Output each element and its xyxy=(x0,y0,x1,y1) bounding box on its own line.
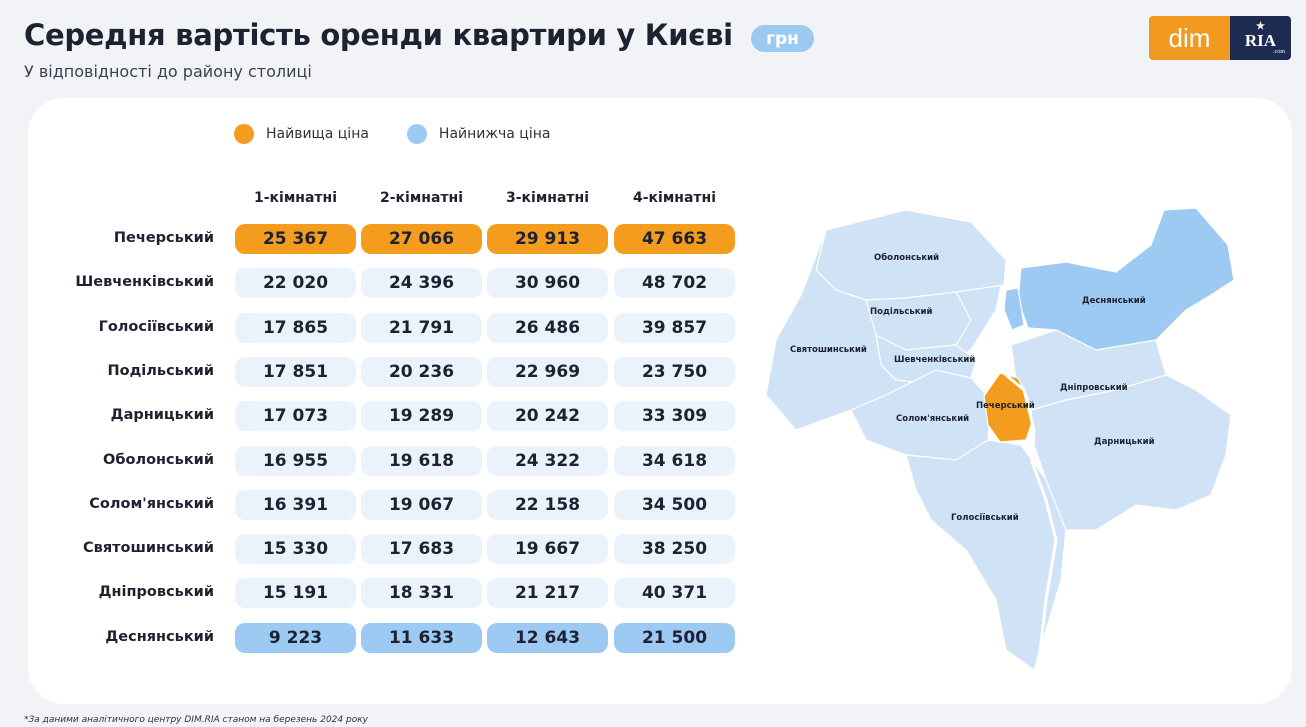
legend-label-low: Найнижча ціна xyxy=(438,126,551,142)
row-label-district: Дарницький xyxy=(110,407,214,424)
row-label-district: Солом'янський xyxy=(89,495,214,512)
map-label-obolonskyi: Оболонський xyxy=(874,252,939,263)
price-cell: 17 073 xyxy=(235,401,356,432)
price-cell: 21 791 xyxy=(361,312,482,343)
price-cell: 15 330 xyxy=(235,534,356,565)
map-label-dniprovskyi: Дніпровський xyxy=(1060,382,1128,393)
price-cell: 39 857 xyxy=(614,312,735,343)
price-cell: 21 500 xyxy=(614,622,735,653)
price-cell: 26 486 xyxy=(487,312,608,343)
legend-dot-high xyxy=(234,124,254,144)
row-label-district: Святошинський xyxy=(83,540,214,557)
price-cell: 19 667 xyxy=(487,534,608,565)
map-label-desnianskyi: Деснянський xyxy=(1082,296,1146,306)
row-label-district: Подільський xyxy=(107,362,215,379)
price-cell: 25 367 xyxy=(235,224,356,254)
footnote: *За даними аналітичного центру DIM.RIA с… xyxy=(24,715,368,725)
price-cell: 16 955 xyxy=(235,445,356,476)
price-cell: 34 500 xyxy=(614,489,735,520)
price-cell: 12 643 xyxy=(487,622,608,653)
row-label-district: Голосіївський xyxy=(98,318,214,335)
price-cell: 15 191 xyxy=(235,578,356,609)
price-cell: 20 236 xyxy=(361,356,482,387)
legend-item-high: Найвища ціна xyxy=(234,124,369,144)
price-cell: 33 309 xyxy=(614,401,735,432)
legend-dot-low xyxy=(406,124,427,144)
map-district-darnytskyi xyxy=(1030,374,1232,531)
page-subtitle: У відповідності до району столиці xyxy=(24,62,312,81)
logo-ria-text: RIA xyxy=(1244,30,1277,50)
row-label-district: Деснянський xyxy=(105,628,214,645)
map-river-dnipro xyxy=(994,284,1058,671)
column-header: 4-кімнатні xyxy=(632,190,716,206)
legend: Найвища ціна Найнижча ціна xyxy=(234,124,588,144)
logo-dim: dim xyxy=(1149,16,1230,60)
legend-label-high: Найвища ціна xyxy=(266,126,369,142)
row-label-district: Дніпровський xyxy=(98,584,214,601)
price-cell: 20 242 xyxy=(487,401,608,432)
star-icon: ★ xyxy=(1256,20,1265,32)
price-cell: 22 969 xyxy=(487,356,608,387)
price-cell: 17 865 xyxy=(235,312,356,343)
price-cell: 18 331 xyxy=(361,578,482,609)
price-cell: 47 663 xyxy=(614,224,735,254)
price-cell: 19 618 xyxy=(361,445,482,476)
map-label-sviatoshynskyi: Святошинський xyxy=(790,345,867,355)
map-label-solomianskyi: Солом'янський xyxy=(896,414,969,424)
map-label-pecherskyi: Печерський xyxy=(976,401,1035,411)
map-desnianskyi-inlet xyxy=(1003,287,1025,331)
price-cell: 40 371 xyxy=(614,578,735,609)
price-cell: 24 396 xyxy=(361,268,482,299)
logo[interactable]: dim ★ RIA .com xyxy=(1149,16,1291,60)
legend-item-low: Найнижча ціна xyxy=(406,124,551,144)
price-cell: 19 289 xyxy=(361,401,482,432)
kyiv-district-map: Оболонський Деснянський Подільський Свят… xyxy=(765,207,1235,671)
page-title: Середня вартість оренди квартири у Києві xyxy=(24,18,733,52)
price-cell: 19 067 xyxy=(361,489,482,520)
price-cell: 27 066 xyxy=(361,224,482,254)
price-cell: 22 020 xyxy=(235,268,356,299)
price-cell: 21 217 xyxy=(487,578,608,609)
price-cell: 34 618 xyxy=(614,445,735,476)
map-label-darnytskyi: Дарницький xyxy=(1094,437,1155,447)
price-cell: 22 158 xyxy=(487,489,608,520)
map-label-holosiivskyi: Голосіївський xyxy=(951,512,1019,523)
map-district-desnianskyi xyxy=(1017,207,1235,351)
price-cell: 17 851 xyxy=(235,356,356,387)
row-label-district: Печерський xyxy=(113,230,214,246)
row-label-district: Шевченківський xyxy=(75,274,214,291)
row-label-district: Оболонський xyxy=(103,451,214,468)
column-header: 2-кімнатні xyxy=(379,190,463,206)
price-cell: 24 322 xyxy=(487,445,608,476)
price-cell: 30 960 xyxy=(487,268,608,299)
logo-ria-domain: .com xyxy=(1273,48,1285,55)
map-district-holosiivskyi xyxy=(905,439,1067,671)
logo-ria: ★ RIA .com xyxy=(1230,16,1291,60)
column-header: 1-кімнатні xyxy=(253,190,337,206)
price-cell: 17 683 xyxy=(361,534,482,565)
price-cell: 38 250 xyxy=(614,534,735,565)
price-cell: 16 391 xyxy=(235,489,356,520)
column-header: 3-кімнатні xyxy=(505,190,589,206)
price-cell: 48 702 xyxy=(614,268,735,299)
map-label-podilskyi: Подільський xyxy=(870,306,932,317)
price-cell: 23 750 xyxy=(614,356,735,387)
price-cell: 9 223 xyxy=(235,622,356,653)
price-cell: 11 633 xyxy=(361,622,482,653)
unit-badge: грн xyxy=(751,25,814,52)
map-district-pecherskyi xyxy=(983,372,1033,443)
map-label-shevchenkivskyi: Шевченківський xyxy=(894,354,975,365)
price-cell: 29 913 xyxy=(487,224,608,254)
